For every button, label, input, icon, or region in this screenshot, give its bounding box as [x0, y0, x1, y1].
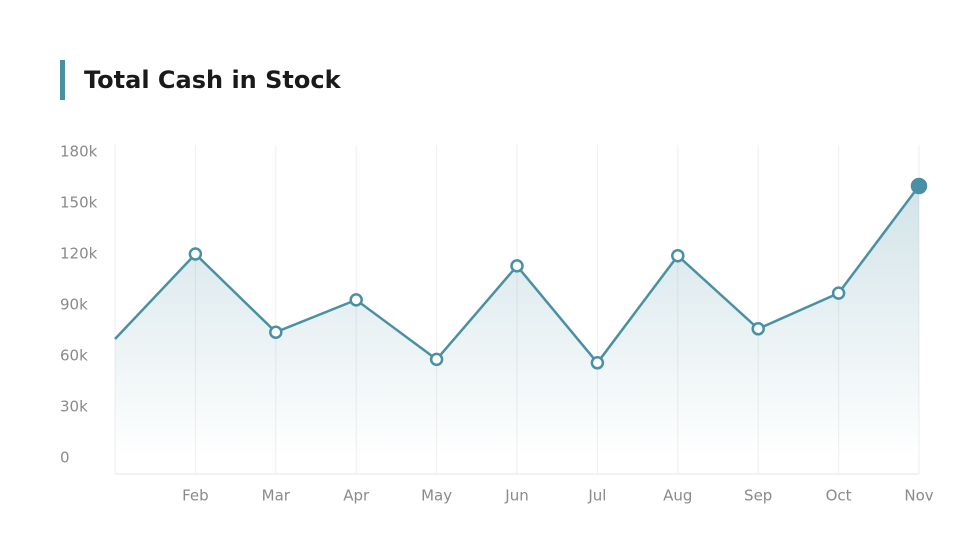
x-tick-label: Oct [826, 487, 852, 505]
x-tick-label: Apr [343, 487, 370, 505]
title-accent [60, 60, 65, 100]
point [590, 356, 605, 370]
area [115, 186, 919, 458]
x-tick-label: Jul [587, 487, 606, 505]
x-tick-label: Mar [262, 487, 291, 505]
y-tick-label: 150k [60, 194, 98, 212]
x-tick-label: Sep [744, 487, 772, 505]
point [188, 247, 203, 261]
x-tick-label: Nov [904, 487, 933, 505]
point [751, 322, 765, 336]
point [510, 259, 524, 273]
x-tick-label: May [421, 487, 452, 505]
point [910, 177, 928, 195]
y-tick-label: 60k [60, 347, 88, 365]
y-tick-label: 30k [60, 398, 88, 416]
point [349, 293, 363, 307]
y-tick-label: 180k [60, 143, 98, 161]
point [429, 352, 444, 367]
x-tick-label: Feb [182, 487, 209, 505]
chart-title: Total Cash in Stock [84, 66, 342, 94]
point [831, 286, 846, 300]
y-tick-label: 120k [60, 245, 98, 263]
point [269, 325, 283, 339]
x-tick-label: Jun [504, 487, 528, 505]
x-tick-label: Aug [663, 487, 692, 505]
point [671, 248, 685, 263]
y-tick-label: 0 [60, 449, 70, 467]
y-tick-label: 90k [60, 296, 88, 314]
